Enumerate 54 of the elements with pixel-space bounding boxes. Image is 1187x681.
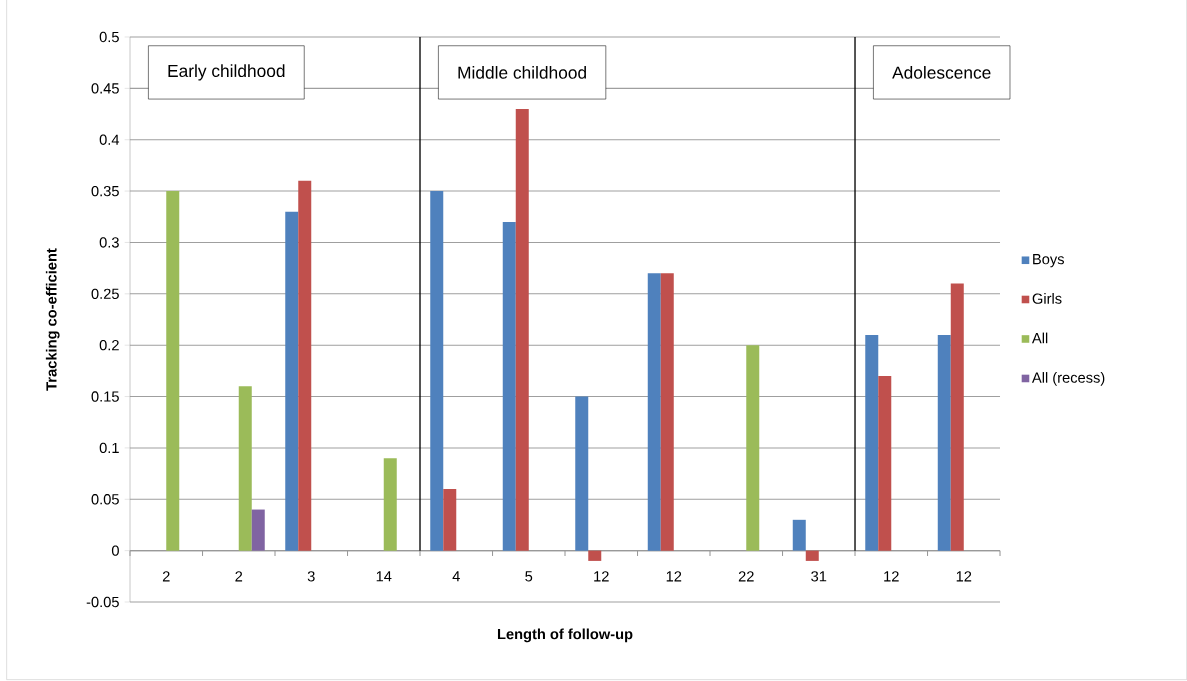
x-tick-label: 5	[525, 571, 533, 582]
bar	[865, 334, 879, 551]
bar	[746, 345, 760, 551]
bar	[878, 376, 892, 551]
bar	[575, 396, 589, 551]
x-tick-label: 2	[235, 571, 243, 582]
bar	[298, 180, 312, 551]
y-tick-label: 0.35	[91, 185, 119, 197]
x-tick-label: 12	[594, 571, 609, 582]
x-axis-title: Length of follow-up	[497, 628, 633, 643]
bar	[238, 386, 252, 551]
x-tick-label: 4	[452, 571, 460, 582]
y-axis-title: Tracking co-efficient	[45, 248, 60, 391]
bar	[660, 273, 674, 551]
y-tick-label: 0.5	[99, 31, 119, 43]
y-tick-label: 0.05	[91, 494, 119, 505]
x-tick-label: 3	[307, 571, 315, 582]
y-tick-label: 0.3	[99, 237, 119, 248]
y-tick-label: 0.4	[99, 134, 120, 145]
x-tick-label: 12	[666, 571, 682, 582]
bar	[251, 509, 265, 551]
legend-label: Boys	[1033, 254, 1065, 268]
annotation: Middle childhood	[458, 66, 586, 79]
x-tick-label: 31	[811, 571, 827, 582]
y-tick-label: 0.15	[91, 391, 119, 402]
legend-label: All	[1031, 332, 1048, 344]
bar	[647, 273, 661, 551]
bar	[502, 221, 516, 551]
bar	[383, 458, 397, 551]
y-tick-label: 0.2	[99, 340, 119, 351]
y-tick-label: 0.1	[99, 442, 119, 454]
bar	[430, 191, 444, 551]
bar	[166, 191, 180, 551]
y-tick-label: -0.05	[86, 596, 119, 608]
x-tick-label: 12	[884, 571, 899, 582]
bar	[515, 108, 529, 551]
bar	[588, 550, 602, 561]
annotation: Adolescence	[892, 66, 991, 79]
x-tick-label: 14	[376, 571, 392, 582]
bar	[950, 283, 964, 551]
bar	[805, 550, 819, 561]
bar	[792, 519, 806, 551]
legend-label: All (recess)	[1031, 372, 1105, 386]
bar	[443, 489, 457, 551]
y-tick-label: 0	[111, 545, 119, 556]
y-tick-label: 0.25	[91, 288, 119, 300]
x-tick-label: 2	[162, 571, 170, 582]
legend-label: Girls	[1032, 293, 1062, 304]
bar	[285, 211, 299, 551]
x-tick-label: 22	[738, 571, 754, 582]
x-tick-label: 12	[956, 571, 972, 582]
annotation: Early childhood	[168, 64, 285, 81]
y-tick-label: 0.45	[91, 83, 119, 94]
bar	[937, 334, 951, 551]
